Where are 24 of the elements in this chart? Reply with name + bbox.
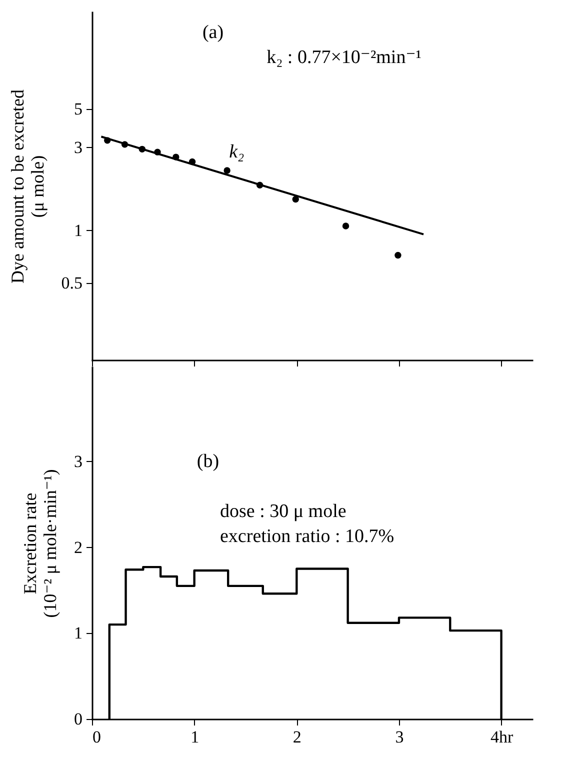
- y-axis-title: Dye amount to be excreted (μ mole): [7, 90, 48, 284]
- y-tick-label: 1: [74, 220, 82, 240]
- annotation: (b): [196, 451, 220, 472]
- y-axis-title: Excretion rate (10⁻² μ mole·min⁻¹): [20, 469, 60, 618]
- y-tick-label: 5: [74, 99, 82, 118]
- annotation: dose : 30 μ mole excretion ratio : 10.7%: [220, 501, 394, 547]
- y-tick-label: 3: [74, 138, 82, 157]
- point: [342, 222, 350, 230]
- x-tick-label: 1: [190, 728, 200, 746]
- point: [224, 167, 230, 174]
- annotation: k₂ : 0.77×10⁻²min⁻¹: [266, 47, 422, 68]
- series-label: k₂: [229, 142, 244, 163]
- point: [292, 196, 299, 203]
- y-tick-label: 0: [74, 710, 82, 728]
- y-tick-label: 2: [74, 538, 82, 557]
- y-tick-label: 0.5: [61, 273, 82, 292]
- point: [394, 252, 402, 259]
- x-tick-label: 3: [395, 728, 404, 746]
- x-tick-label: 4hr: [490, 728, 514, 746]
- y-tick-label: 3: [74, 452, 82, 471]
- y-tick-label: 1: [74, 624, 82, 643]
- x-tick-label: 2: [292, 728, 302, 746]
- x-tick-label: 0: [92, 728, 101, 746]
- annotation: (a): [202, 22, 224, 43]
